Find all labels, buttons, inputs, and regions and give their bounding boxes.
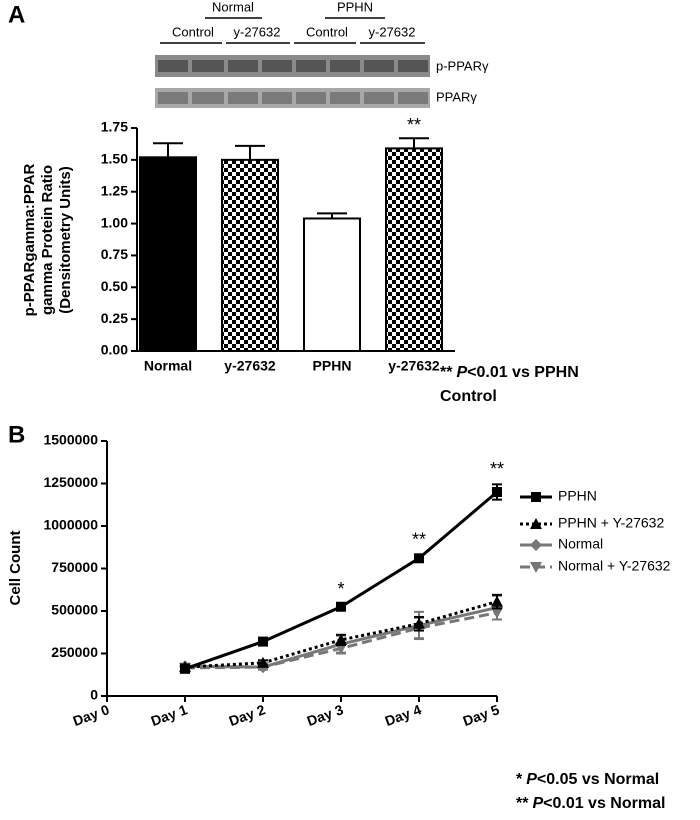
y-tick-label: 0.50 bbox=[101, 278, 128, 294]
y-axis-label-line: (Densitometry Units) bbox=[57, 166, 74, 314]
y-axis-label-line: gamma Protein Ratio bbox=[39, 165, 56, 315]
y-tick-label: 1250000 bbox=[43, 474, 98, 490]
blot-lane-label: y-27632 bbox=[234, 24, 281, 39]
y-axis-label: Cell Count bbox=[7, 531, 24, 606]
y-axis-label: p-PPARgamma:PPARgamma Protein Ratio(Dens… bbox=[21, 163, 74, 316]
significance-marker: ** bbox=[407, 115, 421, 135]
significance-marker: * bbox=[337, 579, 344, 599]
significance-marker: ** bbox=[412, 530, 426, 550]
marker bbox=[335, 633, 347, 645]
marker bbox=[491, 595, 503, 607]
blot-row-label: PPARγ bbox=[436, 89, 477, 104]
y-tick-label: 1000000 bbox=[43, 517, 98, 533]
footnote-text: <0.01 vs Normal bbox=[543, 795, 665, 812]
y-tick-label: 0 bbox=[90, 687, 98, 703]
x-tick-label: Day 0 bbox=[71, 701, 112, 729]
significance-marker: ** bbox=[490, 459, 504, 479]
y-tick-label: 750000 bbox=[51, 559, 98, 575]
y-tick-label: 1.00 bbox=[101, 214, 128, 230]
footnote-italic: P bbox=[456, 364, 467, 381]
blot-image bbox=[155, 17, 430, 108]
legend-marker bbox=[531, 492, 541, 502]
x-tick-label: Day 5 bbox=[461, 701, 502, 729]
x-tick-label: Day 2 bbox=[227, 701, 268, 729]
marker bbox=[257, 656, 269, 668]
x-tick-label: y-27632 bbox=[388, 358, 440, 374]
x-tick-label: Day 3 bbox=[305, 701, 346, 729]
legend-label: Normal + Y-27632 bbox=[558, 558, 671, 574]
marker bbox=[413, 617, 425, 629]
legend-marker bbox=[530, 518, 542, 529]
footnote-prefix: ** bbox=[516, 795, 529, 812]
x-tick-label: Day 1 bbox=[149, 701, 190, 729]
marker bbox=[336, 601, 346, 612]
y-tick-label: 1.50 bbox=[101, 151, 128, 167]
marker bbox=[492, 487, 502, 497]
footnote-italic: P bbox=[526, 771, 537, 788]
y-tick-label: 500000 bbox=[51, 602, 98, 618]
bar bbox=[303, 217, 361, 352]
marker bbox=[180, 663, 190, 674]
y-axis-label-line: p-PPARgamma:PPAR bbox=[21, 163, 38, 316]
blot-lane-label: Control bbox=[306, 24, 348, 39]
blot-lane-label: Control bbox=[172, 24, 214, 39]
footnote: Control bbox=[440, 388, 497, 405]
footnote-text: <0.01 vs PPHN bbox=[467, 364, 579, 381]
bar bbox=[139, 156, 197, 352]
footnote: ** P<0.01 vs Normal bbox=[516, 795, 665, 812]
footnote: * P<0.05 vs Normal bbox=[516, 771, 659, 788]
y-tick-label: 0.75 bbox=[101, 246, 128, 262]
y-tick-label: 0.00 bbox=[101, 342, 128, 358]
x-tick-label: Day 4 bbox=[383, 701, 424, 729]
y-tick-label: 1500000 bbox=[43, 432, 98, 448]
y-tick-label: 1.75 bbox=[101, 119, 128, 135]
footnote: ** P<0.01 vs PPHN bbox=[440, 364, 579, 381]
y-tick-label: 250000 bbox=[51, 644, 98, 660]
footnote-prefix: ** bbox=[440, 364, 453, 381]
series-line bbox=[184, 600, 498, 669]
blot-group-label: Normal bbox=[212, 0, 254, 14]
bar bbox=[221, 158, 279, 352]
legend-label: PPHN + Y-27632 bbox=[558, 515, 664, 531]
x-tick-label: PPHN bbox=[313, 358, 352, 374]
y-tick-label: 1.25 bbox=[101, 182, 128, 198]
x-tick-label: y-27632 bbox=[224, 358, 276, 374]
marker bbox=[258, 636, 268, 647]
blot-group-label: PPHN bbox=[337, 0, 373, 14]
legend-marker bbox=[530, 562, 542, 573]
footnote-prefix: * bbox=[516, 771, 523, 788]
panel-label: A bbox=[8, 1, 25, 28]
marker bbox=[414, 553, 424, 564]
footnote-italic: P bbox=[532, 795, 543, 812]
bar bbox=[385, 147, 443, 352]
panel-label: B bbox=[8, 421, 25, 448]
legend-marker bbox=[530, 539, 542, 551]
blot-row-label: p-PPARγ bbox=[436, 58, 489, 73]
legend-label: PPHN bbox=[558, 488, 597, 504]
x-tick-label: Normal bbox=[144, 358, 192, 374]
footnote-text: <0.05 vs Normal bbox=[537, 771, 659, 788]
blot-lane-label: y-27632 bbox=[369, 24, 416, 39]
legend-label: Normal bbox=[558, 536, 603, 552]
y-tick-label: 0.25 bbox=[101, 310, 128, 326]
